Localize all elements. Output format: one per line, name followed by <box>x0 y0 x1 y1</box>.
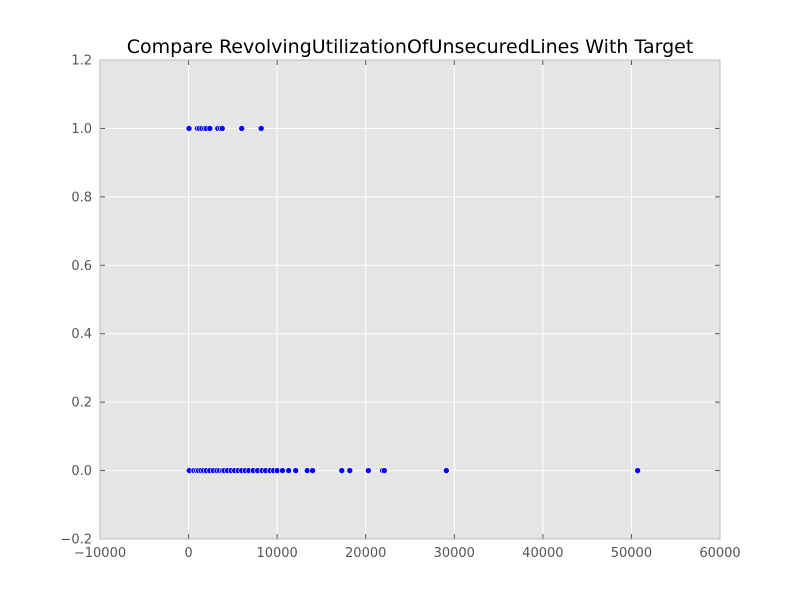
y-tick-label: 0.8 <box>71 190 92 205</box>
data-point <box>292 467 300 474</box>
data-point <box>443 467 450 474</box>
data-point <box>365 467 372 474</box>
data-point <box>185 125 193 132</box>
data-point <box>634 467 641 474</box>
data-point <box>279 467 286 474</box>
y-tick-label: 0.4 <box>71 327 92 342</box>
data-point <box>338 467 346 474</box>
y-tick-label: 0.2 <box>71 396 92 411</box>
x-tick-label: 20000 <box>345 546 386 561</box>
x-tick-label: 40000 <box>522 546 563 561</box>
plot-area <box>100 60 720 539</box>
x-tick-label: −10000 <box>74 546 126 561</box>
plot-frame <box>99 59 721 540</box>
data-points <box>185 125 641 474</box>
data-point <box>346 467 354 474</box>
data-point <box>309 467 316 474</box>
data-point <box>218 125 226 132</box>
y-tick-label: 1.0 <box>71 122 92 137</box>
data-point <box>381 467 388 474</box>
y-tick-label: 0.0 <box>71 464 92 479</box>
x-tick-label: 30000 <box>434 546 475 561</box>
y-tick-labels: −0.2 0.0 0.2 0.4 0.6 0.8 1.0 1.2 <box>60 54 92 548</box>
y-tick-label: 0.6 <box>71 259 92 274</box>
y-tick-label: 1.2 <box>71 54 92 69</box>
data-point <box>285 467 292 474</box>
x-tick-label: 0 <box>184 546 192 561</box>
grid <box>99 59 721 540</box>
data-point <box>206 125 214 132</box>
x-tick-labels: −10000 0 10000 20000 30000 40000 50000 60000 <box>74 546 741 561</box>
x-tick-label: 50000 <box>611 546 652 561</box>
x-tick-label: 60000 <box>699 546 740 561</box>
x-tick-label: 10000 <box>256 546 297 561</box>
data-point <box>238 125 246 132</box>
data-point <box>257 125 265 132</box>
y-tick-label: −0.2 <box>60 533 92 548</box>
chart-title: Compare RevolvingUtilizationOfUnsecuredL… <box>127 36 694 58</box>
